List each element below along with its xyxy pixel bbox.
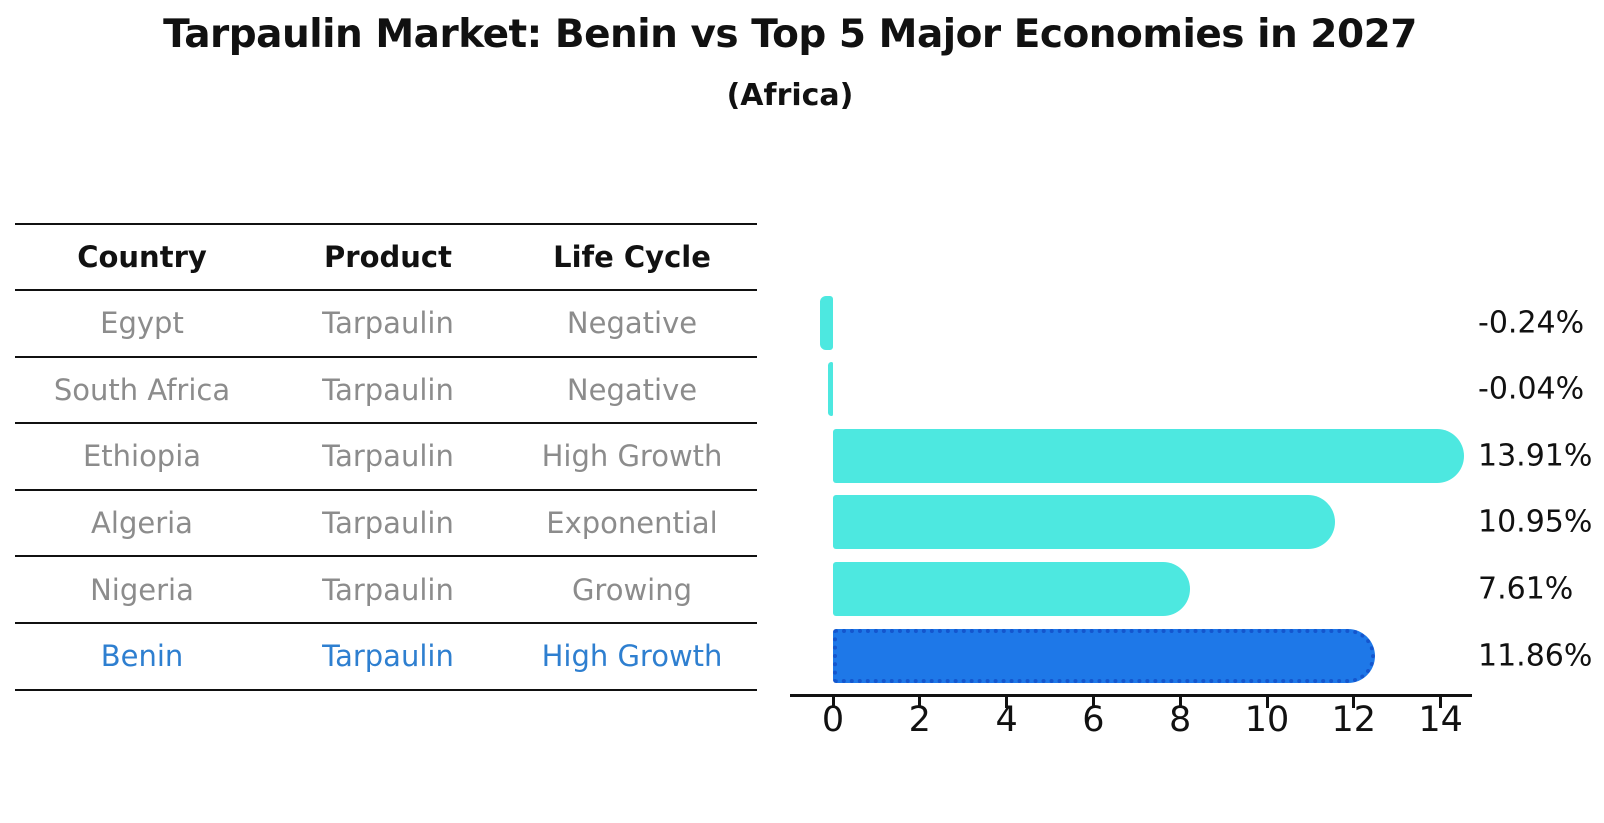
bar-value-label: -0.24% <box>1478 305 1585 340</box>
bar-chart: 0 2 4 6 8 10 12 14 -0.24% -0.04% 13.91% 10.95% 7.61… <box>790 280 1604 780</box>
cell-life-cycle: Growing <box>571 572 693 607</box>
comparison-table: Country Product Life Cycle Egypt Tarpaulin N… <box>15 223 757 691</box>
bar-benin <box>833 628 1375 683</box>
cell-product: Tarpaulin <box>322 506 454 541</box>
table-row-south-africa: South Africa Tarpaulin Negative <box>15 358 757 425</box>
cell-country: Algeria <box>91 506 193 541</box>
cell-product: Tarpaulin <box>322 372 454 407</box>
bar-nigeria <box>833 561 1191 616</box>
bar-value-label: -0.04% <box>1478 371 1585 407</box>
header-cell-country: Country <box>77 240 207 274</box>
x-axis-tick-label: 12 <box>1331 700 1377 740</box>
cell-life-cycle: High Growth <box>541 439 723 474</box>
cell-country: South Africa <box>53 372 231 407</box>
cell-country: Egypt <box>100 306 184 341</box>
cell-product: Tarpaulin <box>322 439 454 474</box>
x-axis-tick-label: 14 <box>1418 700 1463 740</box>
cell-product: Tarpaulin <box>322 572 454 607</box>
x-axis-tick-label: 0 <box>821 700 845 740</box>
cell-country: Benin <box>100 639 184 674</box>
bar-value-label: 13.91% <box>1478 438 1593 474</box>
cell-product: Tarpaulin <box>322 639 454 674</box>
cell-life-cycle: Negative <box>566 306 698 341</box>
table-row-benin: Benin Tarpaulin High Growth <box>15 624 757 691</box>
x-axis-tick <box>1352 697 1356 708</box>
header-cell-product: Product <box>324 240 452 274</box>
x-axis-tick <box>1265 697 1269 708</box>
x-axis-tick-label: 6 <box>1082 700 1105 740</box>
x-axis-tick <box>1178 697 1182 708</box>
page-subtitle: (Africa) <box>726 78 854 113</box>
x-axis-tick-label: 2 <box>908 700 931 740</box>
x-axis-tick <box>1091 697 1095 708</box>
x-axis-tick <box>1439 697 1443 708</box>
header-cell-life-cycle: Life Cycle <box>553 240 711 274</box>
bar-egypt <box>819 295 833 350</box>
table-row-nigeria: Nigeria Tarpaulin Growing <box>15 557 757 624</box>
x-axis-tick-label: 8 <box>1169 700 1192 740</box>
table-row-egypt: Egypt Tarpaulin Negative <box>15 291 757 358</box>
cell-life-cycle: High Growth <box>541 639 723 674</box>
cell-life-cycle: Negative <box>566 372 698 407</box>
cell-country: Nigeria <box>90 572 194 607</box>
bar-value-label: 11.86% <box>1478 638 1593 673</box>
bar-ethiopia <box>833 428 1464 483</box>
bar-value-label: 7.61% <box>1478 571 1574 607</box>
x-axis-line <box>790 694 1472 697</box>
table-header-row: Country Product Life Cycle <box>15 223 757 291</box>
x-axis-tick-label: 10 <box>1244 700 1290 740</box>
page-title: Tarpaulin Market: Benin vs Top 5 Major E… <box>163 12 1417 57</box>
bar-value-label: 10.95% <box>1478 504 1593 540</box>
cell-product: Tarpaulin <box>322 306 454 341</box>
x-axis-tick <box>1005 697 1009 708</box>
x-axis-tick <box>918 697 922 708</box>
x-axis-tick-label: 4 <box>995 700 1018 740</box>
bar-algeria <box>833 495 1336 550</box>
cell-country: Ethiopia <box>82 439 202 474</box>
bar-south-africa <box>828 362 833 417</box>
x-axis-tick <box>831 697 835 708</box>
table-row-ethiopia: Ethiopia Tarpaulin High Growth <box>15 424 757 491</box>
cell-life-cycle: Exponential <box>546 506 718 541</box>
table-row-algeria: Algeria Tarpaulin Exponential <box>15 491 757 558</box>
